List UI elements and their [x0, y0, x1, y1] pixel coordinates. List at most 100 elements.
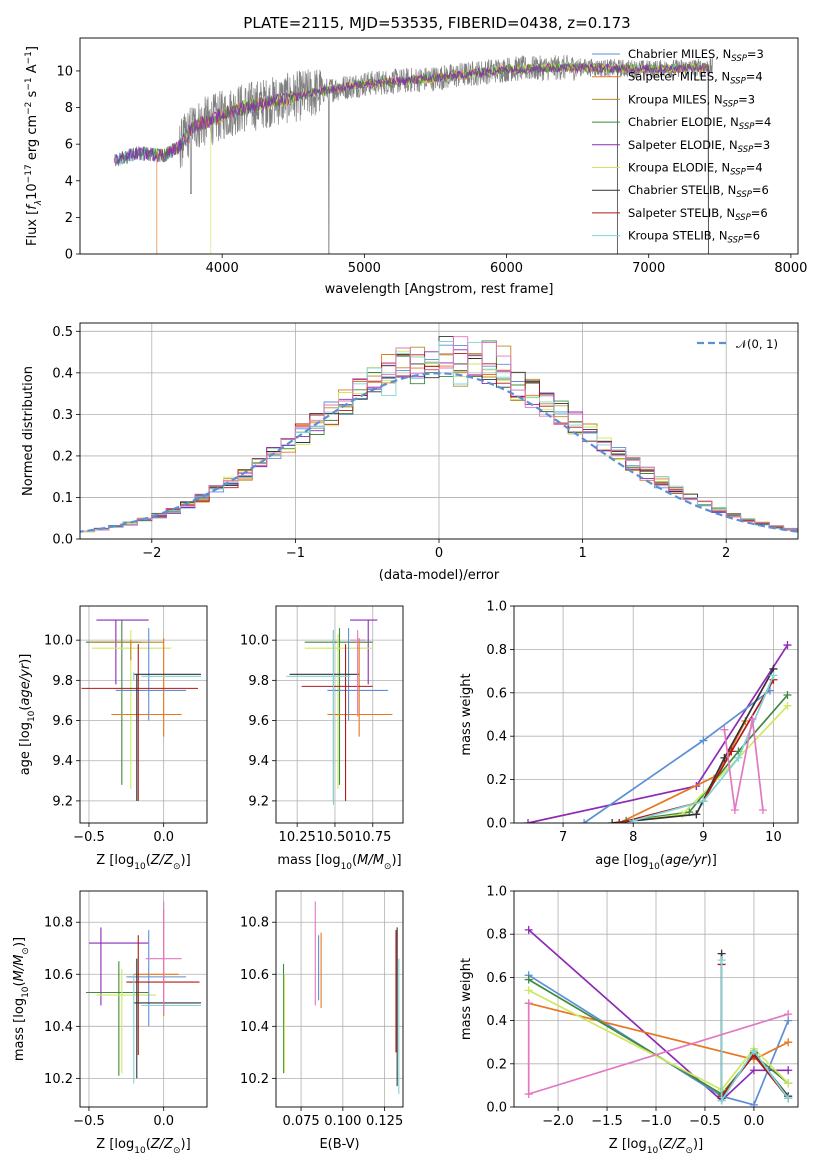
- mass-weight-marker: [524, 819, 533, 823]
- model-spectrum-line: [115, 62, 709, 254]
- x-tick-label: −1: [286, 546, 305, 561]
- legend-label: Chabrier MILES, NSSP=3: [628, 47, 764, 64]
- mass-weight-series: [528, 974, 789, 1106]
- spectrum-x-label: wavelength [Angstrom, rest frame]: [325, 282, 554, 297]
- model-spectrum-line: [115, 61, 709, 254]
- y-tick-label: 0.4: [52, 366, 73, 381]
- axes-frame: [79, 322, 799, 540]
- residual-histogram: [80, 336, 798, 534]
- mass-weight-marker: [699, 797, 708, 806]
- residual-panel-grid: [80, 323, 798, 540]
- x-tick-label: 1: [578, 546, 586, 561]
- mass-vs-Z-panel-marks: [85, 901, 202, 1084]
- residual-panel-ticks: −2 −1 0 1 2 0.0 0.1 0.2 0.3 0.4 0.5: [52, 325, 730, 561]
- residual-y-label: Normed distribution: [21, 366, 36, 496]
- age-vs-Z-y-label: age [log10(age/yr)]: [18, 654, 37, 776]
- y-tick-label: 0: [65, 248, 73, 263]
- x-tick-label: 10.25: [279, 830, 316, 845]
- mass-weight-marker: [784, 1079, 793, 1088]
- x-tick-label: 10.50: [316, 830, 353, 845]
- y-tick-label: 0.1: [52, 491, 73, 506]
- x-tick-label: 0.125: [366, 1114, 403, 1129]
- y-tick-label: 0.5: [52, 325, 73, 340]
- y-tick-label: 2: [65, 211, 73, 226]
- x-tick-label: 7: [559, 830, 567, 845]
- y-tick-label: 10.8: [240, 916, 269, 931]
- mass-weight-marker: [783, 641, 792, 650]
- y-tick-label: 10.0: [240, 634, 269, 649]
- mass-weight-marker: [727, 747, 736, 756]
- x-tick-label: 0.100: [324, 1114, 361, 1129]
- y-tick-label: 0.0: [486, 1101, 507, 1116]
- y-tick-label: 9.2: [248, 794, 269, 809]
- mass-weight-series: [528, 929, 789, 1102]
- mass-weight-marker: [783, 701, 792, 710]
- mass-weight-marker: [524, 999, 533, 1008]
- y-tick-label: 9.6: [248, 714, 269, 729]
- y-tick-label: 0.3: [52, 408, 73, 423]
- y-tick-label: 10: [56, 64, 73, 79]
- age-vs-mass-panel-ticks: 10.25 10.50 10.75 9.2 9.4 9.6 9.8 10.0: [240, 634, 391, 845]
- age-vs-Z-panel: −0.5 0.0 9.2 9.4 9.6 9.8 10.0 Z [log10(Z/Z⊙)] ag…: [18, 605, 208, 872]
- model-spectrum-line: [156, 62, 709, 254]
- x-tick-label: 8: [629, 830, 637, 845]
- mass-weight-series: [528, 978, 789, 1096]
- legend-label: Chabrier STELIB, NSSP=6: [628, 183, 769, 200]
- x-tick-label: 0.0: [153, 830, 174, 845]
- mass-vs-Z-panel-grid: [80, 891, 207, 1107]
- x-tick-label: −2.0: [542, 1114, 574, 1129]
- x-tick-label: −0.5: [73, 830, 105, 845]
- legend-label: Kroupa ELODIE, NSSP=4: [628, 161, 763, 178]
- mass-weight-series: [632, 675, 775, 822]
- mass-vs-EBV-panel-marks: [282, 901, 400, 1094]
- legend-label: Salpeter MILES, NSSP=4: [628, 70, 763, 87]
- y-tick-label: 0.6: [486, 971, 507, 986]
- x-tick-label: −1.5: [591, 1114, 623, 1129]
- mass-weight-marker: [748, 714, 757, 723]
- mass-weight-marker: [524, 975, 533, 984]
- y-tick-label: 10.8: [44, 916, 73, 931]
- x-tick-label: 10: [765, 830, 782, 845]
- y-tick-label: 9.8: [52, 674, 73, 689]
- residual-panel: −2 −1 0 1 2 0.0 0.1 0.2 0.3 0.4 0.5 𝒩(0, 1) (data-mo…: [21, 322, 799, 583]
- axes-frame: [79, 37, 799, 255]
- mass-weight-Z-x-label: Z [log10(Z/Z⊙)]: [609, 1137, 703, 1156]
- y-tick-label: 10.6: [44, 968, 73, 983]
- mass-weight-marker: [692, 810, 701, 819]
- residual-panel-marks: [80, 336, 798, 534]
- residual-x-label: (data-model)/error: [379, 568, 500, 583]
- x-tick-label: −1.0: [640, 1114, 672, 1129]
- legend-label: Chabrier ELODIE, NSSP=4: [628, 115, 771, 132]
- x-tick-label: −0.5: [689, 1114, 721, 1129]
- spectrum-y-label: Flux [fλ10−17 erg cm−2 s−1 A−1]: [24, 46, 44, 246]
- y-tick-label: 0.0: [486, 817, 507, 832]
- axes-frame: [513, 605, 799, 824]
- mass-weight-age-panel-grid: [514, 605, 798, 824]
- spectrum-panel-ticks: 4000 5000 6000 7000 8000 0 2 4 6 8 10: [56, 64, 807, 276]
- mass-vs-Z-x-label: Z [log10(Z/Z⊙)]: [96, 1137, 190, 1156]
- mass-weight-marker: [769, 671, 778, 680]
- x-tick-label: 9: [699, 830, 707, 845]
- spectrum-panel-marks: [113, 54, 713, 254]
- age-vs-mass-x-label: mass [log10(M/M⊙)]: [277, 853, 401, 872]
- mass-weight-marker: [720, 725, 729, 734]
- axes-frame: [79, 890, 208, 1108]
- x-tick-label: 10.75: [354, 830, 391, 845]
- x-tick-label: 6000: [490, 261, 523, 276]
- mass-vs-Z-y-label: mass [log10(M/M⊙)]: [12, 937, 31, 1061]
- mass-weight-series: [720, 960, 789, 1104]
- legend-label: Kroupa MILES, NSSP=3: [628, 92, 755, 109]
- y-tick-label: 0.2: [486, 1057, 507, 1072]
- y-tick-label: 10.6: [240, 968, 269, 983]
- x-tick-label: 8000: [774, 261, 807, 276]
- y-tick-label: 9.2: [52, 794, 73, 809]
- mass-weight-Z-panel: −2.0 −1.5 −1.0 −0.5 0.0 0.0 0.2 0.4 0.6 0.8 1.0 Z […: [459, 885, 799, 1156]
- spectrum-panel: 4000 5000 6000 7000 8000 0 2 4 6 8 10 Chabrier MILE…: [24, 37, 807, 297]
- mass-weight-marker: [749, 1066, 758, 1075]
- mass-weight-marker: [580, 819, 589, 823]
- mass-weight-Z-panel-grid: [514, 890, 798, 1108]
- mass-weight-marker: [699, 736, 708, 745]
- y-tick-label: 10.4: [240, 1020, 269, 1035]
- age-vs-mass-panel-marks: [286, 619, 393, 805]
